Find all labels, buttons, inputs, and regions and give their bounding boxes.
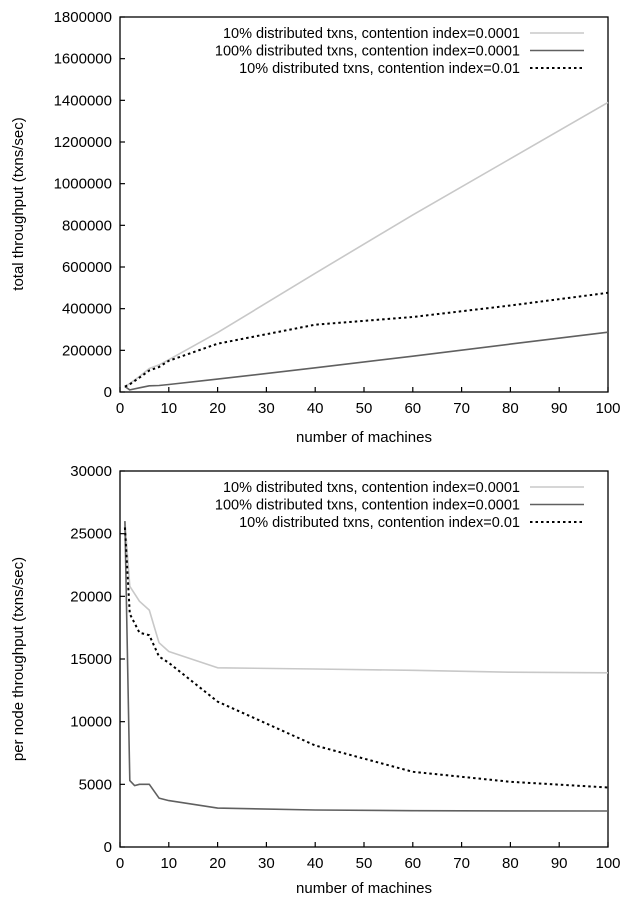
series-lines — [123, 521, 609, 812]
y-axis-label: per node throughput (txns/sec) — [10, 557, 27, 761]
x-tick-label: 40 — [307, 400, 324, 417]
x-tick-label: 80 — [502, 400, 519, 417]
x-tick-label: 0 — [116, 400, 124, 417]
y-tick-label: 200000 — [62, 342, 112, 359]
legend-label: 100% distributed txns, contention index=… — [215, 44, 520, 60]
series-line-3 — [123, 527, 609, 789]
x-tick-label: 30 — [258, 400, 275, 417]
y-tick-label: 1400000 — [54, 92, 112, 109]
series-line-3 — [124, 291, 609, 388]
series-line-2 — [124, 331, 609, 391]
x-tick-label: 80 — [502, 855, 519, 872]
x-tick-label: 10 — [160, 855, 177, 872]
y-tick-label: 400000 — [62, 301, 112, 318]
x-tick-label: 90 — [551, 855, 568, 872]
series-line-2 — [124, 521, 609, 812]
legend-label: 100% distributed txns, contention index=… — [215, 498, 520, 514]
x-tick-label: 30 — [258, 855, 275, 872]
y-tick-label: 10000 — [70, 714, 112, 731]
legend-label: 10% distributed txns, contention index=0… — [223, 26, 520, 42]
y-tick-label: 0 — [104, 839, 112, 856]
x-tick-label: 40 — [307, 855, 324, 872]
series-line-1 — [124, 101, 609, 388]
y-tick-label: 15000 — [70, 651, 112, 668]
x-axis: 0 10 20 30 40 50 60 70 80 90 100 — [116, 842, 621, 872]
x-tick-label: 60 — [404, 855, 421, 872]
y-tick-label: 20000 — [70, 588, 112, 605]
x-tick-label: 10 — [160, 400, 177, 417]
x-tick-label: 100 — [595, 855, 620, 872]
legend-label: 10% distributed txns, contention index=0… — [223, 480, 520, 496]
x-tick-label: 20 — [209, 400, 226, 417]
y-tick-label: 5000 — [79, 776, 112, 793]
x-tick-label: 70 — [453, 400, 470, 417]
x-tick-label: 20 — [209, 855, 226, 872]
x-tick-label: 50 — [356, 855, 373, 872]
series-line-1 — [124, 521, 609, 674]
y-tick-label: 1000000 — [54, 176, 112, 193]
series-lines — [124, 101, 609, 391]
y-tick-label: 600000 — [62, 259, 112, 276]
legend-label: 10% distributed txns, contention index=0… — [239, 61, 520, 77]
legend: 10% distributed txns, contention index=0… — [215, 26, 584, 77]
total-throughput-chart: 0 10 20 30 40 50 60 70 80 90 100 0 200000 400000 6000… — [10, 9, 621, 446]
y-axis-label: total throughput (txns/sec) — [10, 117, 27, 290]
y-tick-label: 800000 — [62, 217, 112, 234]
y-tick-label: 0 — [104, 384, 112, 401]
x-tick-label: 70 — [453, 855, 470, 872]
y-tick-label: 1200000 — [54, 134, 112, 151]
x-axis-label: number of machines — [296, 429, 432, 446]
x-tick-label: 0 — [116, 855, 124, 872]
x-tick-label: 90 — [551, 400, 568, 417]
x-axis: 0 10 20 30 40 50 60 70 80 90 100 — [116, 387, 621, 417]
y-tick-label: 1600000 — [54, 51, 112, 68]
legend: 10% distributed txns, contention index=0… — [215, 480, 584, 531]
y-tick-label: 1800000 — [54, 9, 112, 26]
y-axis: 0 200000 400000 600000 800000 1000000 1200000 1… — [54, 9, 125, 401]
x-axis-label: number of machines — [296, 880, 432, 897]
per-node-throughput-chart: 0 10 20 30 40 50 60 70 80 90 100 0 5000 10000 15000 20… — [10, 463, 621, 897]
legend-label: 10% distributed txns, contention index=0… — [239, 515, 520, 531]
y-tick-label: 30000 — [70, 463, 112, 480]
y-tick-label: 25000 — [70, 526, 112, 543]
x-tick-label: 100 — [595, 400, 620, 417]
y-axis: 0 5000 10000 15000 20000 25000 30000 — [70, 463, 125, 856]
x-tick-label: 60 — [404, 400, 421, 417]
x-tick-label: 50 — [356, 400, 373, 417]
